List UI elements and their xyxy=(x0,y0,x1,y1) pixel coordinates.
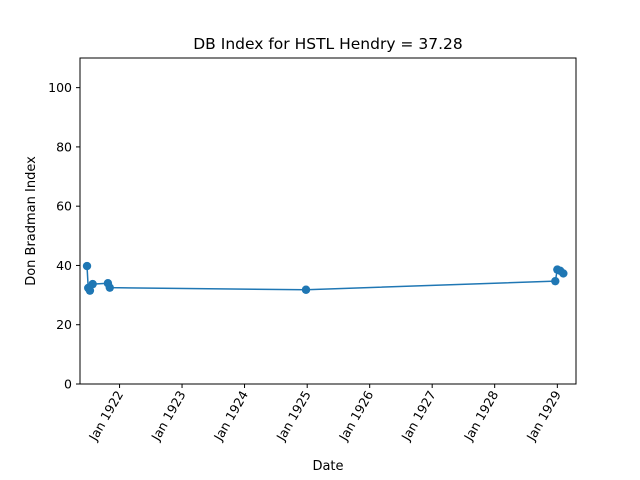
x-tick-label: Jan 1922 xyxy=(85,388,126,444)
y-tick-label: 80 xyxy=(56,139,72,154)
x-axis-title: Date xyxy=(312,459,343,474)
x-axis: Jan 1922 Jan 1923 Jan 1924 Jan 1925 Jan 1926… xyxy=(85,384,564,444)
data-point xyxy=(551,276,560,286)
y-tick-label: 60 xyxy=(56,199,72,214)
x-tick-label: Jan 1923 xyxy=(148,388,189,444)
data-point xyxy=(301,285,311,294)
data-point xyxy=(105,283,114,292)
series-layer xyxy=(82,261,568,295)
y-axis: 0 20 40 60 80 100 xyxy=(48,80,80,392)
plot-frame xyxy=(79,57,577,385)
data-point xyxy=(559,269,568,278)
y-tick-label: 20 xyxy=(56,317,72,332)
data-point xyxy=(85,286,95,295)
y-axis-title: Don Bradman Index xyxy=(24,156,39,286)
y-tick-label: 100 xyxy=(48,80,72,95)
x-tick-label: Jan 1924 xyxy=(210,388,251,444)
data-point xyxy=(82,261,92,271)
plot-area xyxy=(79,57,577,385)
x-tick-label: Jan 1927 xyxy=(398,388,439,444)
y-tick-label: 40 xyxy=(56,258,72,273)
x-tick-label: Jan 1925 xyxy=(273,388,314,444)
data-point xyxy=(88,279,97,289)
x-tick-label: Jan 1929 xyxy=(523,388,564,444)
x-tick-label: Jan 1926 xyxy=(335,388,376,444)
x-tick-label: Jan 1928 xyxy=(460,388,501,444)
y-tick-label: 0 xyxy=(64,377,72,392)
chart-title: DB Index for HSTL Hendry = 37.28 xyxy=(193,35,462,53)
